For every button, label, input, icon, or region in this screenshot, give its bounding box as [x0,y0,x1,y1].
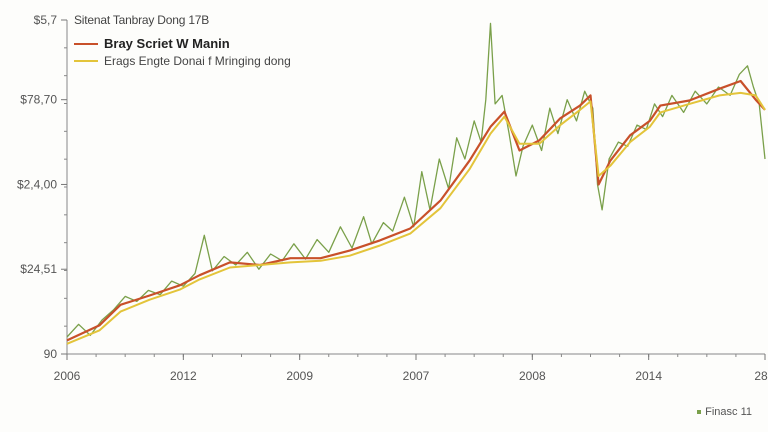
legend: Sitenat Tanbray Dong 17B Bray Scriet W M… [74,13,291,69]
x-tick-label: 2014 [635,369,662,383]
x-tick-label: 2009 [286,369,313,383]
series-line-2 [66,79,766,342]
footer-note: Finasc 11 [697,406,752,418]
y-tick-label: $24,51 [20,262,57,276]
legend-item-2: Erags Engte Donai f Mringing dong [74,52,291,69]
series-line-1 [66,22,766,338]
footer-marker-icon [697,410,702,415]
legend-item-1: Bray Scriet W Manin [74,35,291,52]
legend-label: Erags Engte Donai f Mringing dong [104,53,291,68]
x-tick-label: 28 [754,369,768,383]
series-line-3 [66,91,766,345]
footer-label: Finasc 11 [705,406,752,418]
y-tick-label: 90 [44,347,58,361]
x-tick-label: 2006 [54,369,81,383]
legend-swatch-red [74,42,98,45]
y-tick-label: $2,4,00 [17,177,57,191]
x-tick-label: 2008 [519,369,546,383]
chart-title: Sitenat Tanbray Dong 17B [74,13,210,27]
legend-label: Bray Scriet W Manin [104,36,230,51]
x-tick-label: 2007 [403,369,430,383]
y-tick-label: $5,7 [34,13,58,27]
legend-swatch-yellow [74,59,98,62]
x-tick-label: 2012 [170,369,197,383]
y-tick-label: $78,70 [20,93,57,107]
